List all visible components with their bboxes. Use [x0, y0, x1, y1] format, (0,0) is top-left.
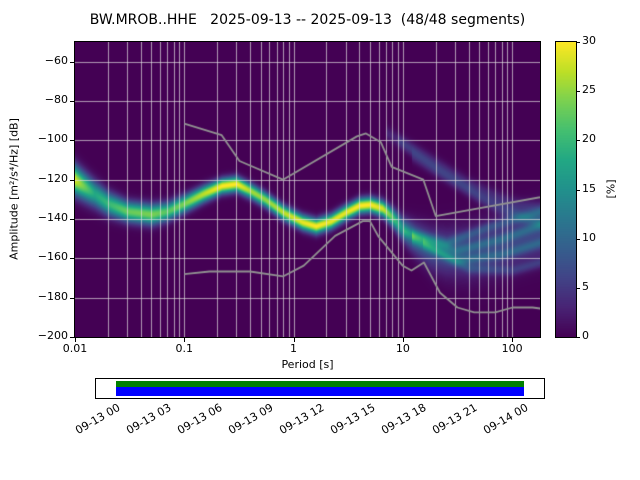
colorbar-tick-label: 25 [582, 83, 596, 97]
x-axis-label: Period [s] [281, 358, 334, 371]
colorbar [555, 41, 577, 338]
y-tick-label: −180 [37, 289, 68, 303]
y-tick-label: −120 [37, 171, 68, 185]
x-tick-mark [75, 338, 76, 342]
x-tick-label: 0.1 [175, 342, 194, 355]
x-tick-mark [293, 338, 295, 342]
x-tick-mark [184, 338, 186, 342]
y-tick-mark [70, 101, 74, 102]
plot-title: BW.MROB..HHE 2025-09-13 -- 2025-09-13 (4… [89, 12, 526, 28]
plot-area [74, 41, 541, 338]
x-tick-mark [402, 338, 404, 342]
y-tick-mark [70, 337, 74, 338]
timeline-data-bar [116, 387, 524, 396]
x-tick-label: 100 [501, 342, 523, 355]
timeline-segments-bar [116, 381, 524, 387]
colorbar-tick-label: 30 [582, 34, 596, 47]
y-tick-label: −200 [37, 329, 68, 342]
y-tick-mark [70, 258, 74, 260]
colorbar-tick-label: 5 [582, 279, 589, 293]
x-tick-mark [512, 338, 514, 342]
colorbar-tick-mark [577, 140, 580, 142]
y-tick-mark [70, 179, 74, 181]
colorbar-tick-mark [577, 189, 580, 191]
y-tick-mark [70, 219, 74, 220]
colorbar-tick-mark [577, 238, 580, 240]
colorbar-gradient-canvas [556, 42, 576, 337]
psd-heatmap-canvas [75, 42, 540, 337]
timeline-coverage-bar [95, 378, 545, 399]
colorbar-tick-label: 0 [582, 329, 589, 342]
x-tick-label: 0.01 [62, 342, 88, 355]
colorbar-label: [%] [604, 179, 618, 199]
colorbar-tick-label: 15 [582, 181, 596, 195]
y-tick-label: −100 [37, 132, 68, 146]
y-tick-mark [70, 297, 74, 299]
colorbar-tick-mark [577, 91, 580, 93]
x-tick-label: 10 [395, 342, 410, 355]
y-tick-mark [70, 140, 74, 142]
y-tick-label: −140 [37, 211, 68, 224]
colorbar-tick-mark [577, 337, 580, 338]
colorbar-tick-mark [577, 42, 580, 43]
x-tick-label: 1 [290, 342, 298, 355]
y-tick-label: −160 [37, 250, 68, 264]
y-tick-label: −60 [44, 53, 68, 67]
colorbar-tick-label: 20 [582, 132, 596, 146]
y-tick-mark [70, 61, 74, 63]
colorbar-tick-label: 10 [582, 230, 596, 244]
colorbar-tick-mark [577, 287, 580, 289]
y-tick-label: −80 [44, 93, 68, 106]
